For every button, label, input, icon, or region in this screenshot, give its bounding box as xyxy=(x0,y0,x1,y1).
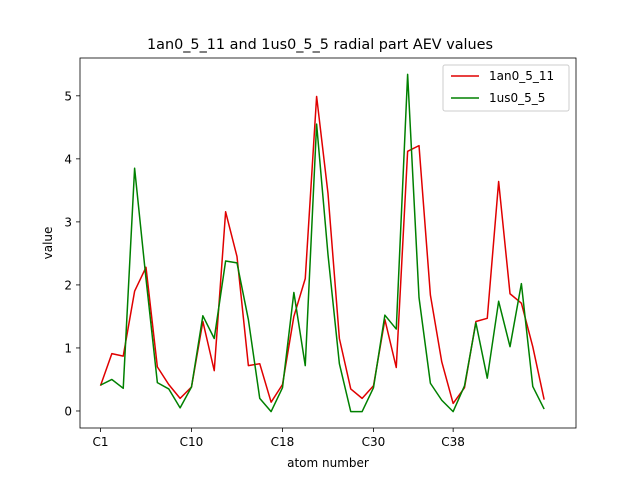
y-tick-label: 4 xyxy=(64,152,72,166)
x-tick-label: C10 xyxy=(180,435,204,449)
series-line-2 xyxy=(100,73,545,413)
y-tick-label: 1 xyxy=(64,341,72,355)
y-tick-label: 3 xyxy=(64,215,72,229)
plot-lines xyxy=(99,73,545,413)
x-tick-label: C38 xyxy=(441,435,465,449)
x-axis-ticks: C1 C10 C18 C30 C38 xyxy=(92,428,465,449)
x-axis-label: atom number xyxy=(287,456,369,470)
x-tick-label: C30 xyxy=(362,435,386,449)
legend-label-1us0: 1us0_5_5 xyxy=(489,91,545,105)
chart-title: 1an0_5_11 and 1us0_5_5 radial part AEV v… xyxy=(147,37,493,53)
y-tick-label: 2 xyxy=(64,278,72,292)
plot-frame xyxy=(79,57,577,429)
y-axis-ticks: 0 1 2 3 4 5 xyxy=(64,89,80,418)
x-tick-label: C1 xyxy=(92,435,108,449)
x-tick-label: C18 xyxy=(271,435,295,449)
y-tick-label: 5 xyxy=(64,89,72,103)
legend: 1an0_5_11 1us0_5_5 xyxy=(442,64,570,112)
y-tick-label: 0 xyxy=(64,404,72,418)
legend-label-1an0: 1an0_5_11 xyxy=(489,69,554,83)
y-axis-label: value xyxy=(41,227,55,260)
